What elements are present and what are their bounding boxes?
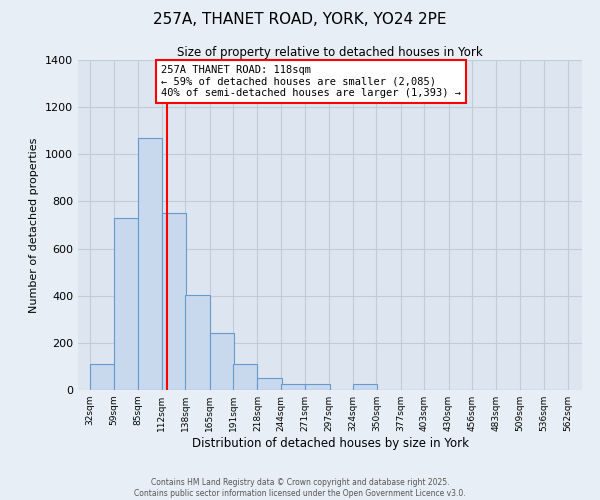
Bar (353, 384, 377, 390)
Bar (114, 218, 139, 390)
Bar (185, 294, 209, 390)
Bar (233, 364, 257, 390)
Bar (137, 138, 162, 390)
Bar (257, 378, 282, 390)
X-axis label: Distribution of detached houses by size in York: Distribution of detached houses by size … (191, 437, 469, 450)
Title: Size of property relative to detached houses in York: Size of property relative to detached ho… (177, 46, 483, 59)
Bar (162, 213, 186, 390)
Text: 257A, THANET ROAD, YORK, YO24 2PE: 257A, THANET ROAD, YORK, YO24 2PE (153, 12, 447, 28)
Text: Contains HM Land Registry data © Crown copyright and database right 2025.
Contai: Contains HM Land Registry data © Crown c… (134, 478, 466, 498)
Y-axis label: Number of detached properties: Number of detached properties (29, 138, 40, 312)
Text: 257A THANET ROAD: 118sqm
← 59% of detached houses are smaller (2,085)
40% of sem: 257A THANET ROAD: 118sqm ← 59% of detach… (161, 65, 461, 98)
Bar (281, 384, 305, 390)
Bar (305, 384, 329, 390)
Bar (90, 364, 114, 390)
Bar (209, 334, 234, 390)
